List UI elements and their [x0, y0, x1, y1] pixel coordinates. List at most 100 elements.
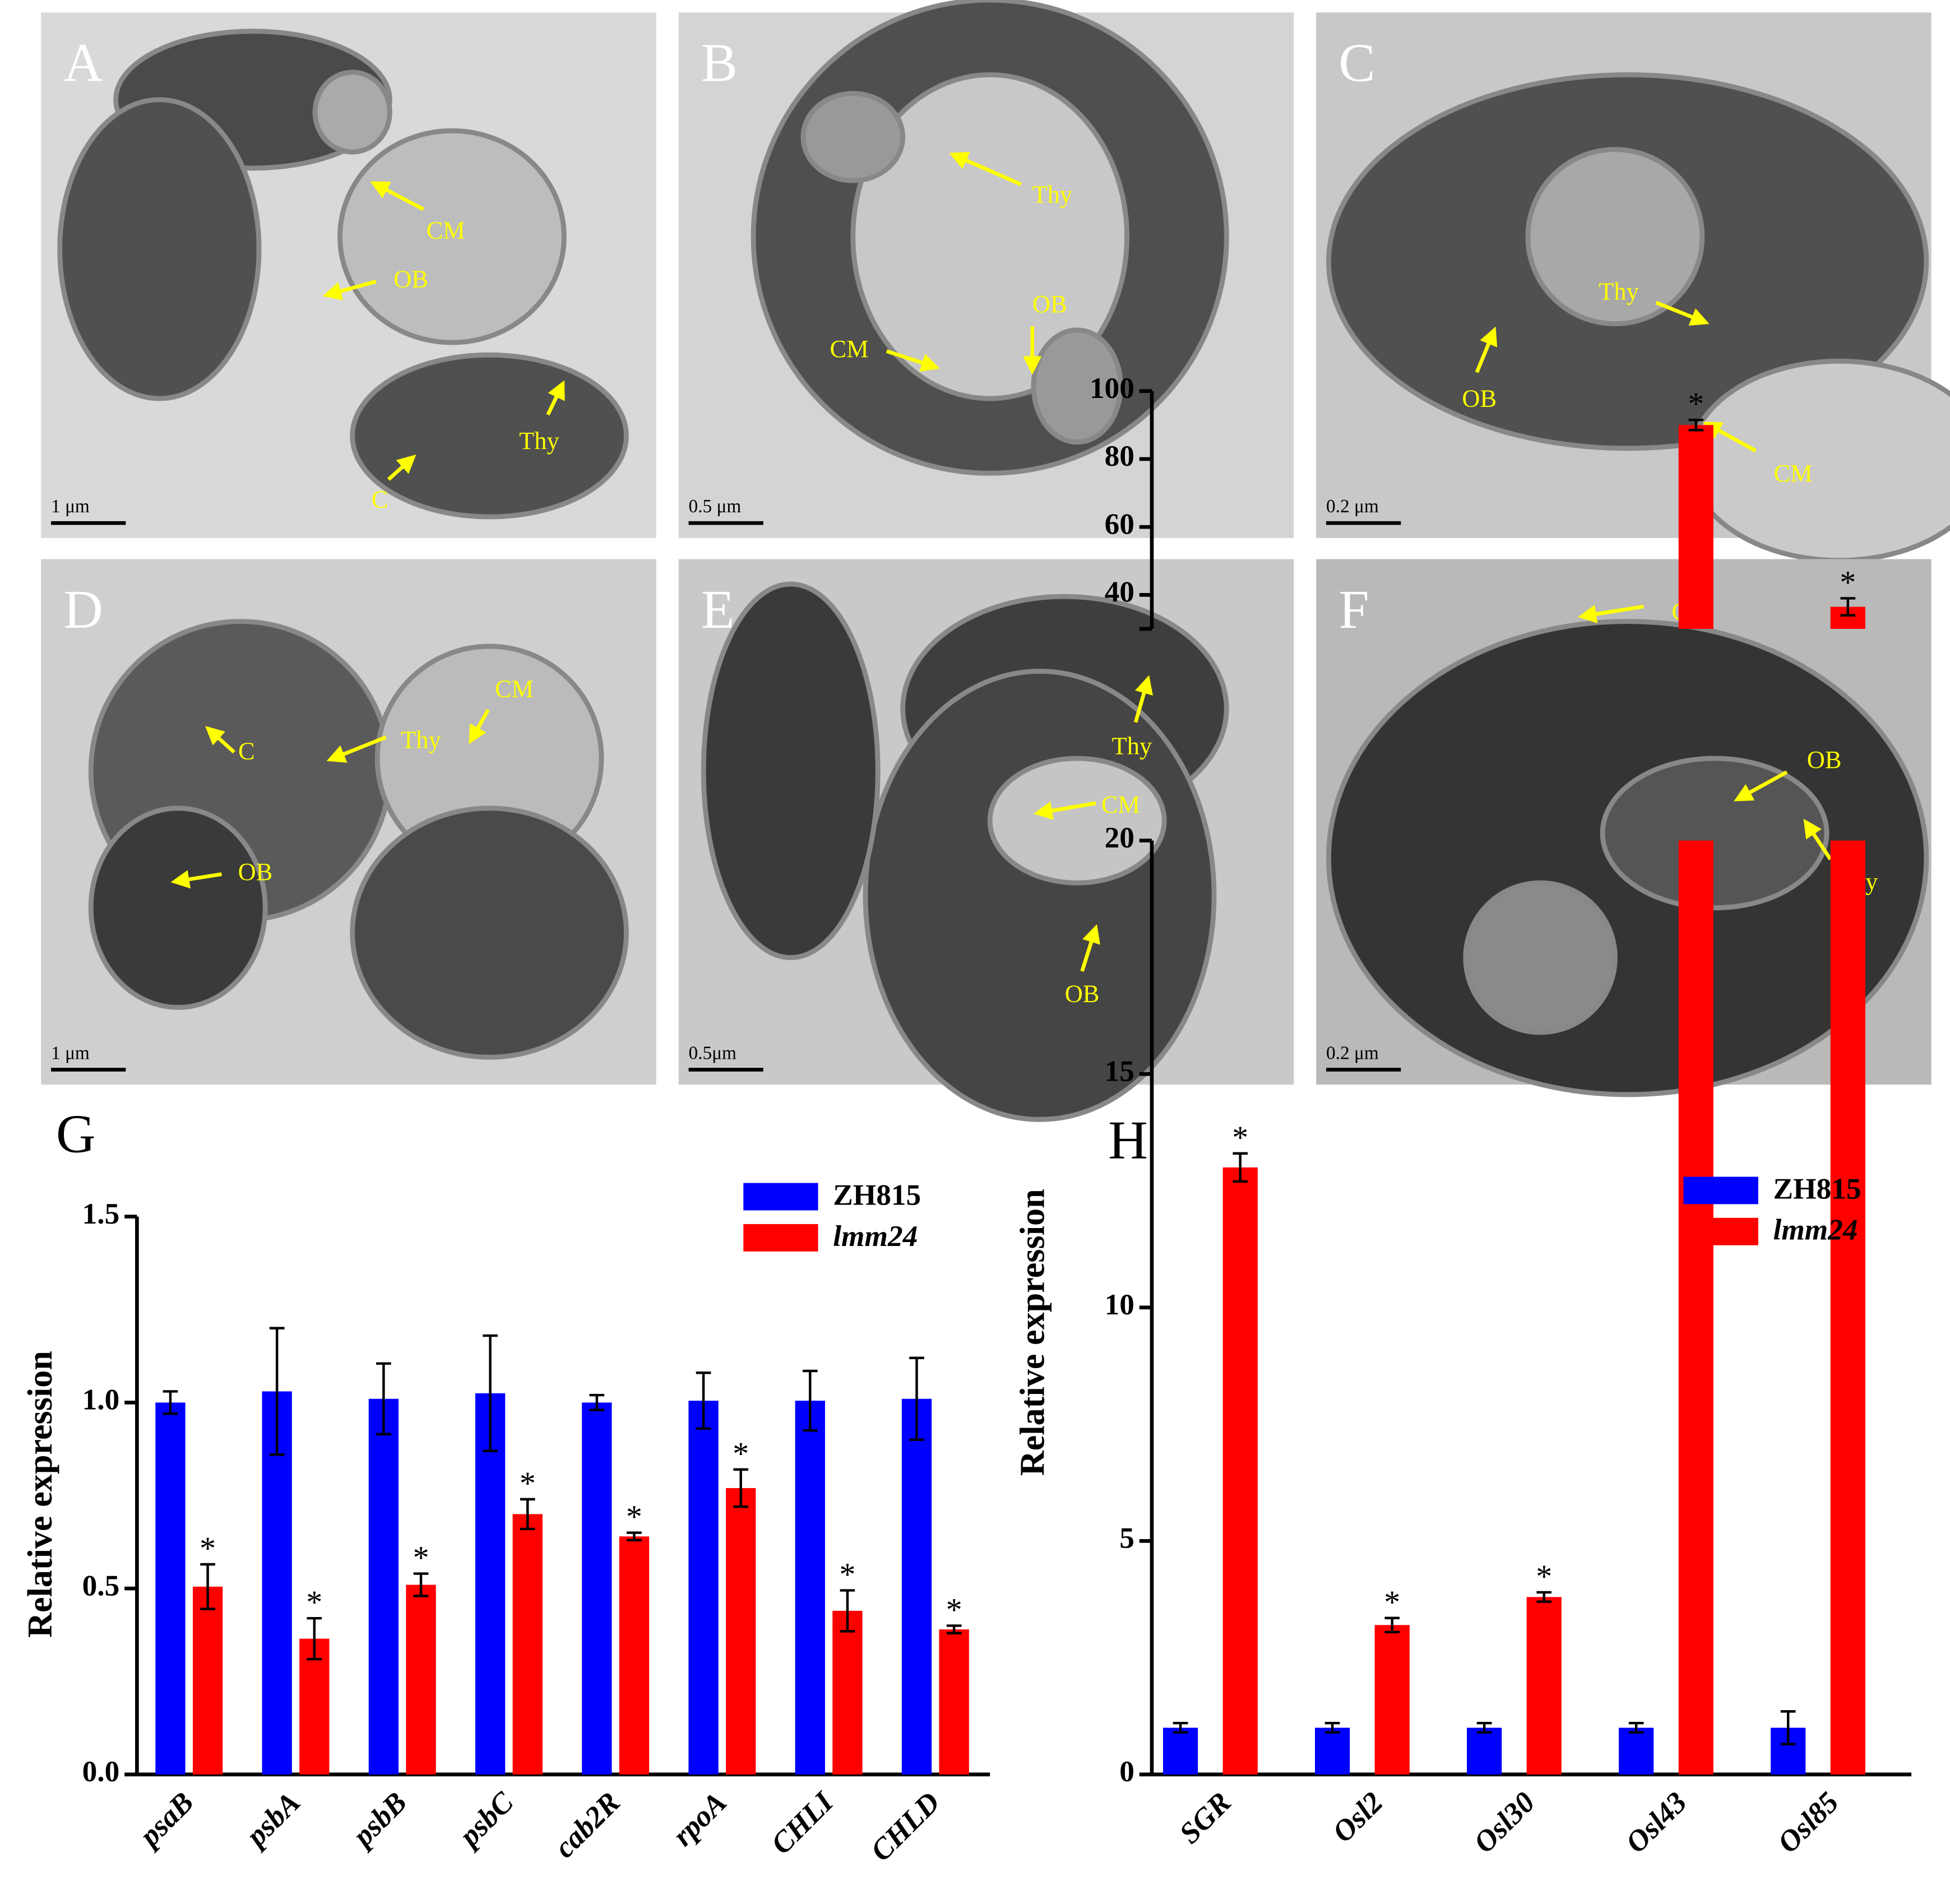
significance-mark: * [1840, 565, 1856, 600]
micrograph-panel: D 1 μm C Thy CM OB [41, 559, 656, 1085]
cell-structure [1031, 327, 1123, 445]
y-tick-label: 0.0 [82, 1754, 120, 1788]
significance-mark: * [1232, 1120, 1248, 1156]
annotation-label: OB [238, 858, 273, 886]
error-bar [946, 1624, 962, 1634]
annotation-label: CM [830, 335, 869, 363]
bar [1830, 840, 1865, 1775]
bar-upper [1678, 425, 1713, 629]
error-bar [1688, 418, 1704, 432]
cell-structure [987, 756, 1167, 886]
micrograph-panel: B 0.5 μm Thy CM OB [678, 0, 1294, 538]
x-tick-label: cab2R [548, 1785, 627, 1864]
y-tick-label: 0.5 [82, 1568, 120, 1602]
bar [1314, 1727, 1350, 1775]
arrow [469, 708, 490, 744]
bar [155, 1402, 186, 1775]
bar [1374, 1625, 1410, 1775]
legend-swatch [743, 1183, 818, 1211]
bar [795, 1401, 825, 1775]
legend-swatch [1683, 1176, 1758, 1205]
panel-label: H [1108, 1110, 1148, 1170]
micrograph-panel: C 0.2 μm Thy OB CM [1316, 12, 1950, 563]
bar [901, 1398, 932, 1775]
micrograph-panel: A 1 μm CM OB Thy C [41, 12, 656, 538]
bar [1678, 840, 1713, 1775]
arrow [1034, 801, 1096, 820]
bar [582, 1402, 612, 1775]
cell-structure [337, 128, 567, 345]
annotation-label: Thy [1032, 180, 1072, 208]
annotation-label: C [372, 485, 388, 513]
significance-mark: * [626, 1500, 642, 1535]
arrow [546, 380, 565, 416]
y-tick-label: 40 [1105, 575, 1134, 609]
cell-structure [863, 669, 1217, 1122]
error-bar [1628, 1721, 1644, 1734]
annotation-label: CM [427, 216, 465, 244]
x-tick-label: Osl30 [1467, 1785, 1541, 1859]
cell-structure [850, 72, 1129, 401]
significance-mark: * [946, 1592, 962, 1628]
cell-structure [57, 97, 262, 401]
arrow [1734, 770, 1788, 802]
error-bar [840, 1589, 855, 1633]
significance-mark: * [1536, 1559, 1552, 1595]
scale-bar-label: 0.2 μm [1326, 1043, 1379, 1063]
cell-structure [312, 70, 392, 155]
legend-swatch [743, 1224, 818, 1252]
arrow [1803, 818, 1832, 860]
panel-label: G [56, 1104, 96, 1164]
bar [1526, 1597, 1562, 1775]
annotation-label: Thy [519, 427, 559, 455]
arrow [322, 279, 377, 300]
error-bar [1173, 1721, 1188, 1734]
annotation-label: OB [1065, 980, 1100, 1008]
y-tick-label: 15 [1105, 1054, 1134, 1087]
annotation-label: Thy [1599, 277, 1639, 305]
error-bar [163, 1390, 178, 1415]
annotation-label: OB [1807, 745, 1842, 773]
bar [512, 1514, 543, 1775]
x-tick-label: rpoA [666, 1785, 733, 1852]
legend-label: ZH815 [833, 1178, 921, 1211]
bar [619, 1536, 650, 1775]
significance-mark: * [200, 1531, 216, 1567]
cell-structure [1687, 358, 1950, 563]
bar [368, 1398, 399, 1775]
bar [192, 1586, 223, 1775]
arrow [886, 349, 940, 372]
annotation-label: Thy [401, 725, 441, 753]
error-bar [376, 1362, 391, 1435]
significance-mark: * [413, 1541, 429, 1576]
error-bar [733, 1468, 749, 1508]
bar [406, 1585, 436, 1775]
legend-label: lmm24 [833, 1219, 918, 1253]
significance-mark: * [306, 1585, 322, 1620]
annotation-label: CM [1774, 459, 1813, 487]
scale-bar-label: 1 μm [51, 496, 90, 517]
cell-structure [1600, 756, 1829, 911]
legend-swatch [1683, 1217, 1758, 1245]
error-bar [802, 1369, 818, 1432]
micrograph-panel: E 0.5μm Thy CM OB [678, 559, 1294, 1122]
legend-label: ZH815 [1773, 1171, 1861, 1205]
arrow [1702, 421, 1757, 453]
y-axis-title: Relative expression [1014, 1189, 1052, 1476]
scale-bar-label: 0.5μm [689, 1043, 737, 1063]
annotation-label: OB [1462, 384, 1497, 413]
arrow [949, 151, 1022, 186]
cell-structure [800, 91, 906, 183]
bar [1467, 1727, 1502, 1775]
error-bar [1233, 1152, 1248, 1183]
y-tick-label: 60 [1105, 507, 1134, 540]
error-bar [1780, 1710, 1796, 1745]
arrow [1133, 675, 1153, 723]
cell-structure [350, 805, 629, 1060]
y-axis-title: Relative expression [21, 1351, 59, 1638]
annotation-label: OB [393, 265, 428, 293]
error-bar [269, 1327, 285, 1456]
cell-structure [350, 352, 629, 520]
panel-letter: E [701, 580, 735, 640]
